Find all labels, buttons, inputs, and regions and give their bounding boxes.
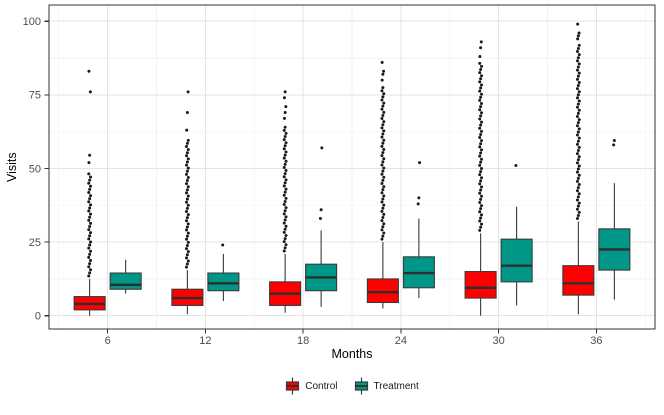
boxplot-control-month-24 [366, 60, 399, 309]
boxplot-control-month-12 [171, 90, 204, 315]
outliers-treatment-month-30 [514, 164, 518, 168]
boxplot-key-control-icon [286, 377, 300, 395]
plot-area: 0 25 50 75 100 6 12 18 24 30 36 [23, 4, 656, 347]
boxplot-treatment-month-24 [402, 161, 435, 299]
x-axis-title: Months [331, 347, 373, 361]
legend-label-treatment: Treatment [373, 380, 419, 392]
outliers-control-month-6 [87, 69, 93, 278]
y-tick-label: 100 [23, 16, 41, 28]
outliers-control-month-18 [282, 90, 288, 253]
legend-label-control: Control [305, 380, 338, 392]
outliers-control-month-30 [478, 40, 484, 232]
boxplot-treatment-month-12 [207, 243, 240, 302]
y-tick-label: 25 [29, 237, 41, 249]
boxplot-treatment-month-36 [598, 138, 631, 300]
x-tick-label: 12 [199, 335, 211, 347]
outliers-treatment-month-12 [221, 243, 225, 247]
gridlines [49, 5, 655, 329]
x-tick-label: 6 [105, 335, 111, 347]
legend: Control Treatment [49, 374, 655, 398]
boxplot-treatment-month-6 [109, 259, 142, 294]
axis-ticks-and-labels: 0 25 50 75 100 6 12 18 24 30 36 [23, 16, 603, 347]
outliers-control-month-12 [184, 90, 190, 269]
boxplot-control-month-6 [73, 69, 106, 316]
outliers-treatment-month-18 [318, 146, 324, 221]
panel-border [48, 4, 656, 330]
boxplot-control-month-18 [269, 90, 302, 313]
boxplot-control-month-36 [562, 22, 595, 315]
boxplot-key-treatment-icon [354, 377, 368, 395]
boxplot-treatment-month-18 [305, 146, 338, 307]
outliers-control-month-36 [575, 22, 581, 221]
boxplot-control-month-30 [464, 40, 497, 316]
x-tick-label: 30 [492, 335, 504, 347]
x-tick-label: 24 [395, 335, 407, 347]
x-tick-label: 18 [297, 335, 309, 347]
y-tick-label: 0 [35, 311, 41, 323]
outliers-treatment-month-36 [612, 138, 616, 147]
outliers-control-month-24 [380, 60, 386, 241]
legend-entry-control: Control [285, 377, 338, 395]
y-tick-label: 50 [29, 163, 41, 175]
outliers-treatment-month-24 [416, 161, 422, 206]
boxplot-treatment-month-30 [500, 164, 533, 306]
legend-entry-treatment: Treatment [354, 377, 419, 395]
x-tick-label: 36 [590, 335, 602, 347]
y-axis-title: Visits [5, 152, 19, 182]
y-tick-label: 75 [29, 90, 41, 102]
